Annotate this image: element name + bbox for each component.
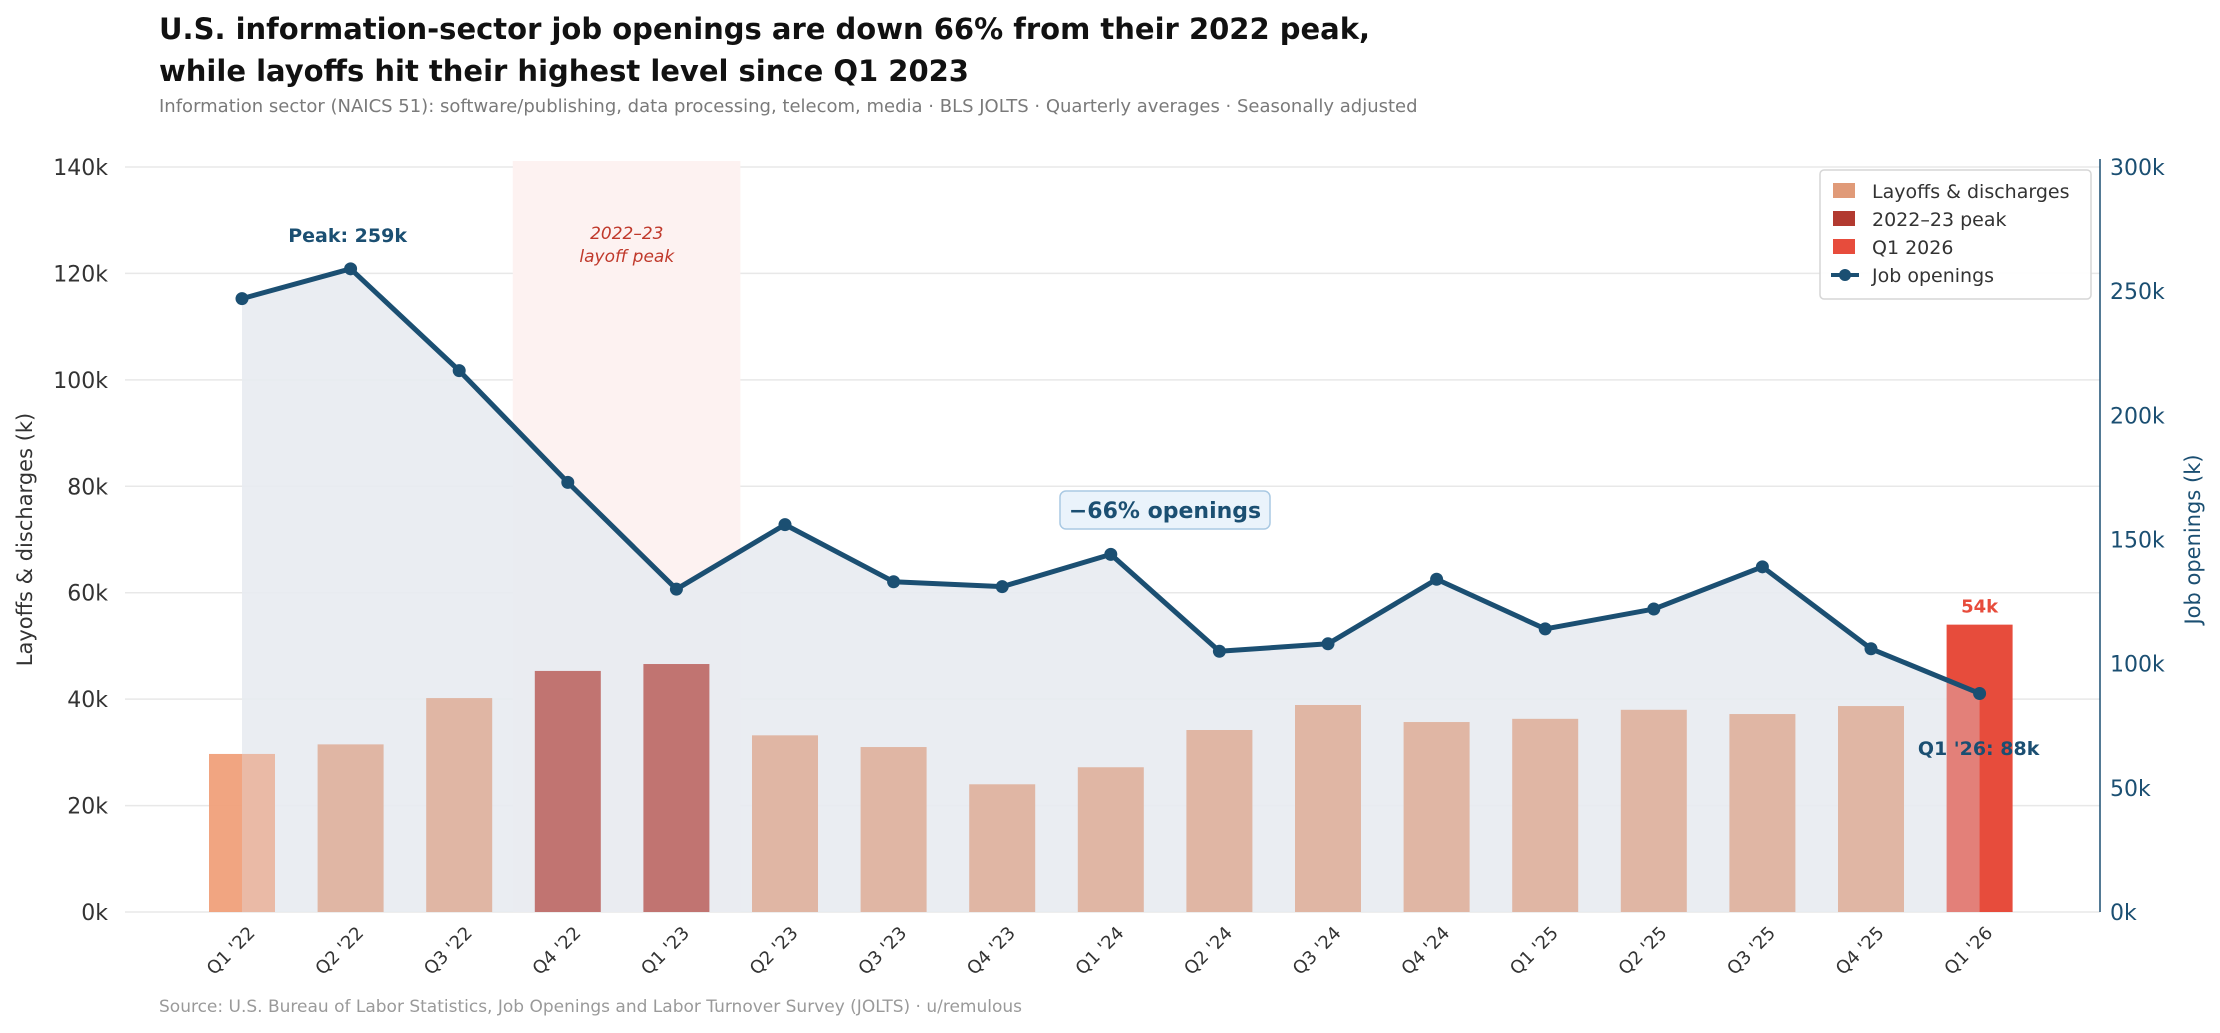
chart-title: U.S. information-sector job openings are… xyxy=(159,8,2059,92)
x-tick-label: Q1 '25 xyxy=(1506,923,1563,980)
y-tick-label: 40k xyxy=(67,688,108,713)
layoffs-bar xyxy=(1295,704,1361,912)
layoffs-bar xyxy=(1946,624,2013,912)
layoffs-bar xyxy=(317,744,384,912)
x-tick-label: Q4 '24 xyxy=(1397,923,1454,980)
x-tick-label: Q4 '23 xyxy=(963,923,1020,980)
openings-point xyxy=(887,575,901,589)
legend-swatch xyxy=(1833,211,1855,226)
openings-point xyxy=(1864,642,1878,656)
openings-point xyxy=(1430,572,1444,586)
layoffs-bar xyxy=(969,784,1036,912)
openings-point xyxy=(1321,637,1335,651)
legend-box xyxy=(1819,169,2092,300)
layoffs-bar xyxy=(1403,722,1470,912)
legend: Layoffs & discharges 2022–23 peak Q1 2026 J… xyxy=(1819,169,2092,300)
y2-tick-label: 250k xyxy=(2110,280,2165,305)
y2-tick-label: 50k xyxy=(2110,777,2151,802)
openings-point xyxy=(1647,602,1661,616)
openings-point xyxy=(1973,686,1987,700)
chart-title-line1: U.S. information-sector job openings are… xyxy=(159,12,1371,46)
layoffs-bar xyxy=(1512,718,1579,912)
source-footer: Source: U.S. Bureau of Labor Statistics,… xyxy=(159,997,1023,1017)
shaded-period-label-line1: 2022–23 xyxy=(590,224,663,244)
legend-marker xyxy=(1839,269,1851,281)
layoffs-bar xyxy=(860,747,927,912)
y-tick-label: 140k xyxy=(53,156,108,181)
x-tick-label: Q1 '24 xyxy=(1072,923,1129,980)
y-axis-label: Layoffs & discharges (k) xyxy=(13,413,37,667)
openings-point xyxy=(235,292,249,306)
y2-tick-label: 100k xyxy=(2110,653,2165,678)
layoffs-bar xyxy=(534,670,601,912)
x-tick-label: Q3 '24 xyxy=(1289,923,1346,980)
openings-point xyxy=(344,262,358,276)
legend-label: Q1 2026 xyxy=(1872,237,1953,259)
openings-point xyxy=(1538,622,1552,636)
x-tick-label: Q3 '22 xyxy=(420,923,477,980)
openings-point xyxy=(1755,560,1769,574)
x-tick-label: Q4 '25 xyxy=(1832,923,1889,980)
layoffs-bar xyxy=(209,753,275,912)
legend-swatch xyxy=(1833,239,1855,254)
x-tick-label: Q4 '22 xyxy=(529,923,586,980)
y-tick-label: 80k xyxy=(67,475,108,500)
x-tick-label: Q2 '22 xyxy=(311,923,368,980)
openings-point xyxy=(452,364,466,378)
layoffs-bar xyxy=(1077,767,1144,912)
chart-subtitle: Information sector (NAICS 51): software/… xyxy=(159,96,1418,117)
openings-point xyxy=(669,582,683,596)
openings-point xyxy=(995,580,1009,594)
y2-tick-label: 0k xyxy=(2110,901,2137,926)
layoffs-bar xyxy=(1186,730,1253,912)
x-tick-label: Q1 '22 xyxy=(203,923,260,980)
x-tick-label: Q3 '23 xyxy=(854,923,911,980)
layoffs-bar xyxy=(1729,714,1796,912)
x-tick-label: Q1 '23 xyxy=(637,923,694,980)
change-box xyxy=(1059,490,1271,530)
x-tick-label: Q2 '24 xyxy=(1180,923,1237,980)
y2-tick-label: 200k xyxy=(2110,404,2165,429)
y2-tick-label: 150k xyxy=(2110,529,2165,554)
y-tick-label: 60k xyxy=(67,582,108,607)
y-tick-label: 100k xyxy=(53,369,108,394)
chart: 2022–23 layoff peak 0k 20k 40k 60k 80k 100k 120k… xyxy=(13,156,2205,980)
y2-tick-label: 300k xyxy=(2110,156,2165,181)
layoffs-bar xyxy=(1620,709,1687,912)
openings-point xyxy=(561,475,575,489)
y-tick-label: 120k xyxy=(53,262,108,287)
layoffs-bar xyxy=(1838,706,1904,912)
openings-point xyxy=(1104,547,1118,561)
layoffs-bar xyxy=(643,664,710,912)
legend-label: Job openings xyxy=(1871,265,1994,287)
openings-area-overlay xyxy=(242,268,1980,913)
legend-label: 2022–23 peak xyxy=(1872,209,2006,231)
x-tick-label: Q2 '25 xyxy=(1615,923,1672,980)
y2-axis-label: Job openings (k) xyxy=(2181,454,2205,626)
latest-openings-annotation: Q1 '26: 88k xyxy=(1918,738,2040,760)
latest-bar-label: 54k xyxy=(1961,597,1999,618)
openings-point xyxy=(778,518,792,532)
layoffs-bar xyxy=(752,735,818,912)
y-tick-label: 0k xyxy=(81,901,108,926)
peak-annotation: Peak: 259k xyxy=(288,225,407,247)
change-box-label: −66% openings xyxy=(1069,499,1261,524)
y-tick-label: 20k xyxy=(67,795,108,820)
x-tick-label: Q3 '25 xyxy=(1723,923,1780,980)
legend-swatch xyxy=(1833,183,1855,198)
shaded-period-label-line2: layoff peak xyxy=(579,247,675,267)
x-tick-label: Q1 '26 xyxy=(1940,923,1997,980)
x-tick-label: Q2 '23 xyxy=(746,923,803,980)
chart-title-line2: while layoffs hit their highest level si… xyxy=(159,54,969,88)
layoffs-bar xyxy=(426,698,493,912)
openings-point xyxy=(1212,644,1226,658)
legend-label: Layoffs & discharges xyxy=(1872,181,2069,203)
